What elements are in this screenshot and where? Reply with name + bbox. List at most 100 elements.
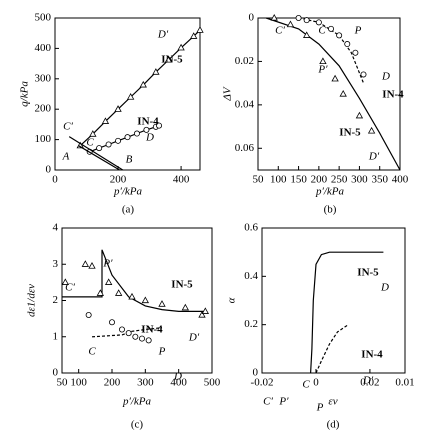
triangle-marker — [319, 57, 327, 65]
y-tick-label: 300 — [35, 72, 52, 84]
circle-marker — [125, 330, 132, 337]
circle-marker — [145, 337, 152, 344]
x-tick-label: 250 — [331, 174, 348, 186]
circle-marker — [138, 335, 145, 342]
annotation: P — [354, 25, 362, 37]
annotation: D′ — [157, 29, 169, 41]
caption: (b) — [324, 204, 337, 216]
annotation: IN-5 — [357, 267, 379, 279]
circle-marker — [328, 25, 335, 32]
annotation: D — [381, 71, 390, 83]
triangle-marker — [126, 93, 135, 100]
triangle-marker — [331, 74, 339, 82]
circle-marker — [295, 14, 302, 21]
curve — [298, 17, 365, 84]
x-tick-label: 200 — [104, 377, 121, 389]
y-tick-label: 0.02 — [235, 55, 254, 67]
caption: (d) — [327, 419, 340, 431]
x-tick-label: 150 — [290, 174, 307, 186]
curve — [265, 17, 401, 171]
y-tick-label: 0.6 — [244, 222, 258, 234]
y-axis-label: ΔV — [222, 86, 234, 101]
annotation: IN-4 — [382, 89, 404, 101]
curve — [62, 249, 206, 312]
x-tick-label: 350 — [371, 174, 388, 186]
triangle-marker — [104, 278, 113, 285]
triangle-marker — [88, 262, 96, 269]
y-tick-label: 2 — [53, 294, 59, 306]
circle-marker — [133, 130, 140, 137]
circle-marker — [352, 49, 359, 56]
y-tick-label: 0 — [253, 367, 259, 379]
caption: (c) — [131, 419, 144, 431]
annotation: D′ — [188, 332, 200, 344]
triangle-marker — [164, 55, 173, 63]
circle-marker — [156, 122, 163, 129]
x-tick-label: 400 — [170, 377, 187, 389]
x-tick-label: 200 — [311, 174, 328, 186]
triangle-marker — [141, 296, 150, 304]
y-tick-label: 0 — [249, 12, 255, 24]
annotation: C — [302, 379, 310, 391]
circle-marker — [109, 319, 116, 326]
triangle-marker — [196, 26, 204, 33]
annotation: IN-4 — [361, 349, 383, 361]
y-axis-label: dε1/dεv — [26, 284, 38, 317]
y-tick-label: 400 — [35, 42, 52, 54]
triangle-marker — [198, 310, 206, 318]
circle-marker — [132, 333, 139, 340]
y-tick-label: 0 — [46, 164, 52, 176]
x-tick-label: 50 — [57, 377, 69, 389]
triangle-marker — [190, 32, 198, 39]
circle-marker — [303, 17, 310, 24]
triangle-marker — [158, 300, 166, 307]
y-tick-label: 200 — [35, 103, 52, 115]
annotation: IN-4 — [141, 324, 163, 336]
triangle-marker — [355, 111, 364, 119]
annotation: IN-5 — [171, 279, 193, 291]
y-tick-label: 3 — [53, 258, 59, 270]
circle-marker — [143, 126, 150, 133]
annotation: C — [86, 137, 94, 149]
plot-frame — [54, 17, 201, 171]
annotation: P′ — [278, 396, 289, 408]
x-axis-label: p′/kPa — [122, 396, 152, 408]
curve — [315, 324, 349, 374]
curve — [78, 145, 120, 171]
panel: 50 100 150 200 250 300 350 400 0 0.02 0.04 0.06 p′/k… — [222, 12, 409, 216]
x-axis-label: p′/kPa — [315, 186, 345, 198]
circle-marker — [105, 141, 112, 148]
circle-marker — [336, 32, 343, 39]
annotation: D′ — [362, 375, 374, 387]
triangle-marker — [181, 303, 190, 311]
triangle-marker — [101, 117, 110, 124]
triangle-marker — [152, 68, 160, 75]
x-axis-label: p′/kPa — [113, 186, 143, 198]
annotation: IN-4 — [137, 116, 159, 128]
caption: (a) — [122, 204, 135, 216]
circle-marker — [119, 326, 126, 333]
panel: 0 200 400 0 100 200 300 400 500 p′/kPa q/kPa (a) C′ C… — [19, 12, 204, 216]
annotation: A — [62, 151, 70, 163]
circle-marker — [344, 41, 351, 48]
circle-marker — [96, 145, 103, 152]
circle-marker — [124, 134, 131, 141]
annotation: P′ — [317, 64, 328, 76]
panel: -0.02 0 0.02 0.0100.20.40.6εvα(d)IN-5DIN-4D… — [226, 222, 415, 431]
annotation: P — [316, 402, 324, 414]
triangle-marker — [201, 307, 210, 314]
y-tick-label: 100 — [35, 133, 52, 145]
triangle-marker — [286, 20, 295, 28]
circle-marker — [115, 137, 122, 144]
triangle-marker — [89, 130, 97, 137]
panel: 50 100 200 300 400 500 0 1 2 3 4 p′/kPa dε1/dεv (c) P′… — [26, 222, 221, 431]
y-tick-label: 0.04 — [235, 98, 255, 110]
y-axis-label: q/kPa — [19, 81, 31, 107]
circle-marker — [360, 71, 367, 78]
y-tick-label: 1 — [53, 330, 59, 342]
x-tick-label: 50 — [253, 174, 265, 186]
x-tick-label: 200 — [110, 174, 127, 186]
triangle-marker — [76, 141, 84, 149]
annotation: C′ — [275, 25, 285, 37]
plot-frame — [257, 17, 401, 171]
